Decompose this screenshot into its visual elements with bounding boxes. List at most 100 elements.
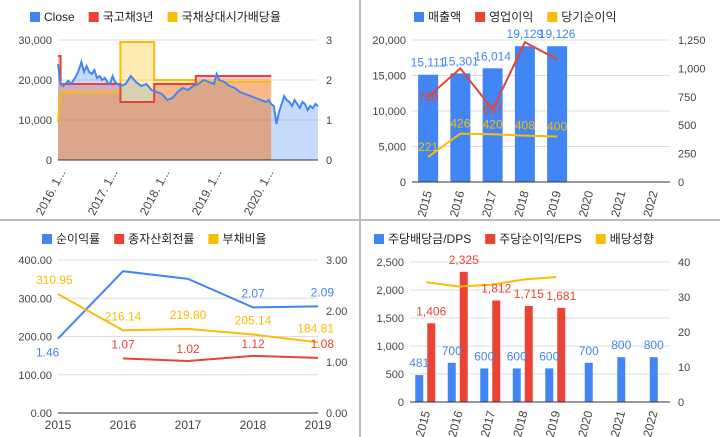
y-right-tick-label: 1,250 <box>678 35 706 47</box>
legend-swatch-2 <box>88 12 99 22</box>
y-left-tick-label: 2,000 <box>376 285 404 297</box>
sales-bar-2019 <box>547 46 568 182</box>
net-margin-data-label: 1.46 <box>36 346 60 360</box>
sales-bar-2017 <box>482 68 503 182</box>
legend-label-3: 배당성향 <box>610 232 654 246</box>
sales-bar-2018 <box>514 46 535 183</box>
y-left-tick-label: 0 <box>398 397 404 409</box>
x-tick-label: 2021 <box>608 189 629 218</box>
legend-swatch-3 <box>547 12 558 22</box>
legend-label-3: 국채상대시가배당율 <box>182 10 281 24</box>
vertical-divider <box>359 0 361 437</box>
y-right-tick-label: 1.00 <box>326 357 347 369</box>
legend-label-2: 국고채3년 <box>103 10 154 24</box>
dps-bar-2020 <box>584 362 593 402</box>
y-right-tick-label: 2 <box>326 75 332 87</box>
legend-swatch-3 <box>208 234 219 244</box>
asset-turnover-data-label: 1.12 <box>241 337 265 351</box>
operating-profit-line <box>427 40 558 112</box>
x-tick-label: 2016. 1... <box>33 167 69 218</box>
x-tick-label: 2018. 1... <box>137 167 173 218</box>
x-tick-label: 2019 <box>543 409 564 437</box>
net-income-line <box>427 132 558 158</box>
legend-swatch-3 <box>595 234 606 244</box>
legend-swatch-1 <box>374 234 384 244</box>
legend-label-3: 부채비율 <box>222 232 266 246</box>
sales-data-label: 16,014 <box>474 49 511 63</box>
debt-ratio-data-label: 184.81 <box>297 321 334 335</box>
net-margin-data-label: 2.09 <box>311 285 335 299</box>
net-income-data-label: 408 <box>515 119 535 133</box>
net-income-data-label: 420 <box>483 117 503 131</box>
close-price-area <box>58 62 318 160</box>
sales-bar-2015 <box>418 74 439 182</box>
y-right-tick-label: 3.00 <box>326 255 347 267</box>
legend-label-3: 당기순이익 <box>561 10 616 24</box>
x-tick-label: 2022 <box>640 189 661 218</box>
y-left-tick-label: 0 <box>400 177 406 189</box>
x-tick-label: 2017. 1... <box>85 167 121 218</box>
y-left-tick-label: 20,000 <box>372 35 406 47</box>
legend-swatch-1 <box>414 12 424 22</box>
legend-label-2: 주당순이익/EPS <box>499 232 582 246</box>
asset-turnover-data-label: 1.08 <box>311 337 335 351</box>
eps-data-label: 1,681 <box>546 289 576 303</box>
x-tick-label: 2018 <box>511 189 532 218</box>
debt-ratio-data-label: 216.14 <box>105 309 142 323</box>
legend-swatch-2 <box>475 12 486 22</box>
net-income-data-label: 426 <box>450 117 470 131</box>
eps-bar-2016 <box>459 271 468 402</box>
legend-label-1: 순이익률 <box>56 232 100 246</box>
x-tick-label: 2019 <box>544 189 565 218</box>
y-left-tick-label: 1,000 <box>376 341 404 353</box>
y-right-tick-label: 0.00 <box>326 408 347 420</box>
x-tick-label: 2021 <box>608 409 629 437</box>
legend-label-2: 종자산회전률 <box>128 232 194 246</box>
y-right-tick-label: 20 <box>678 327 690 339</box>
dps-bar-2022 <box>649 357 658 402</box>
sales-data-label: 15,111 <box>411 56 446 70</box>
x-tick-label: 2022 <box>640 409 661 437</box>
legend-swatch-2 <box>114 234 125 244</box>
x-tick-label: 2020 <box>575 409 596 437</box>
x-tick-label: 2016 <box>110 418 137 432</box>
sales-data-label: 19,129 <box>507 27 544 41</box>
y-right-tick-label: 0 <box>326 155 332 167</box>
operating-profit-data-label: 637 <box>483 103 503 117</box>
y-right-tick-label: 30 <box>678 292 690 304</box>
x-tick-label: 2015 <box>413 409 434 437</box>
sales-data-label: 15,301 <box>442 54 479 68</box>
y-left-tick-label: 1,500 <box>376 313 404 325</box>
eps-bar-2018 <box>524 305 533 402</box>
legend-label-1: 매출액 <box>428 10 461 24</box>
dps-data-label: 481 <box>409 356 429 370</box>
dps-bar-2015 <box>415 375 424 402</box>
y-right-tick-label: 40 <box>678 257 690 269</box>
y-left-tick-label: 100.00 <box>18 370 52 382</box>
y-left-tick-label: 10,000 <box>18 115 52 127</box>
stock-price-chart: Close 국고채3년 국채상대시가배당율 0 10,000 20,000 30,000 0 1… <box>18 10 332 218</box>
y-right-tick-label: 10 <box>678 362 690 374</box>
net-income-data-label: 400 <box>547 120 567 134</box>
dps-data-label: 600 <box>474 349 494 363</box>
x-tick-label: 2015 <box>45 418 72 432</box>
eps-bar-2019 <box>557 307 566 402</box>
y-left-tick-label: 0.00 <box>31 408 52 420</box>
debt-ratio-data-label: 310.95 <box>36 273 73 287</box>
x-tick-label: 2020. 1... <box>241 167 277 218</box>
x-tick-label: 2017 <box>478 409 499 437</box>
legend-label-1: 주당배당금/DPS <box>388 232 471 246</box>
debt-ratio-line <box>57 293 319 344</box>
debt-ratio-data-label: 219.80 <box>170 308 207 322</box>
x-tick-label: 2017 <box>479 189 500 218</box>
legend-swatch-1 <box>30 12 40 22</box>
legend-swatch-3 <box>167 12 178 22</box>
financial-ratio-chart: 순이익률 종자산회전률 부채비율 0.00 100.00 200.00 300.00 400.… <box>18 232 347 432</box>
close-price-line <box>57 58 319 125</box>
x-tick-label: 2018 <box>510 409 531 437</box>
revenue-profit-chart-panel: 매출액 영업이익 당기순이익 0 5,000 10,000 15,000 20,000 0 250… <box>362 0 720 218</box>
dps-bar-2021 <box>617 357 626 402</box>
dps-data-label: 600 <box>507 349 527 363</box>
y-left-tick-label: 15,000 <box>372 71 406 83</box>
